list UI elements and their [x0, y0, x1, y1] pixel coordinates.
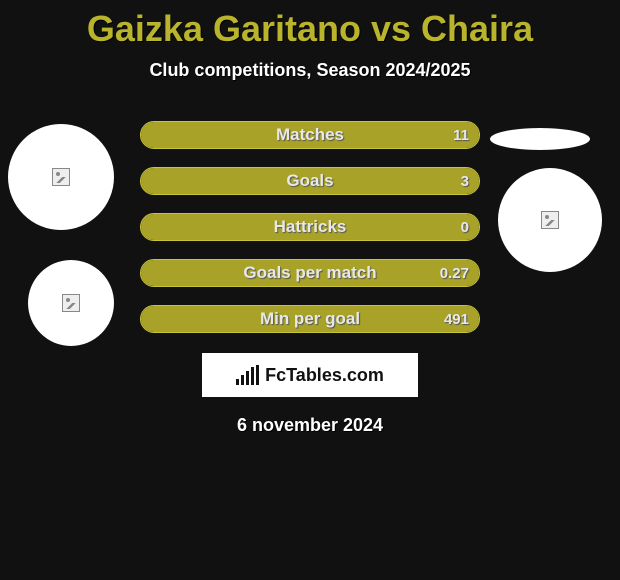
bar-value: 0 [461, 219, 469, 236]
fctables-logo: FcTables.com [202, 353, 418, 397]
stat-bar-matches: Matches 11 [140, 121, 480, 149]
page-title: Gaizka Garitano vs Chaira [0, 0, 620, 50]
bar-label: Min per goal [260, 309, 360, 329]
bar-label: Matches [276, 125, 344, 145]
avatar-circle-left-bottom [28, 260, 114, 346]
bar-value: 3 [461, 173, 469, 190]
bar-value: 491 [444, 311, 469, 328]
bar-label: Hattricks [274, 217, 347, 237]
logo-text: FcTables.com [265, 365, 384, 386]
subtitle: Club competitions, Season 2024/2025 [0, 60, 620, 81]
bar-value: 0.27 [440, 265, 469, 282]
stats-bars: Matches 11 Goals 3 Hattricks 0 Goals per… [140, 121, 480, 333]
missing-image-icon [62, 294, 80, 312]
missing-image-icon [541, 211, 559, 229]
ellipse-right-top [490, 128, 590, 150]
bar-label: Goals [286, 171, 333, 191]
bar-label: Goals per match [243, 263, 376, 283]
avatar-circle-left-top [8, 124, 114, 230]
avatar-circle-right [498, 168, 602, 272]
logo-bars-icon [236, 365, 259, 385]
stat-bar-goals: Goals 3 [140, 167, 480, 195]
missing-image-icon [52, 168, 70, 186]
stat-bar-hattricks: Hattricks 0 [140, 213, 480, 241]
date-text: 6 november 2024 [0, 415, 620, 436]
stat-bar-goals-per-match: Goals per match 0.27 [140, 259, 480, 287]
bar-value: 11 [453, 127, 469, 144]
stat-bar-min-per-goal: Min per goal 491 [140, 305, 480, 333]
